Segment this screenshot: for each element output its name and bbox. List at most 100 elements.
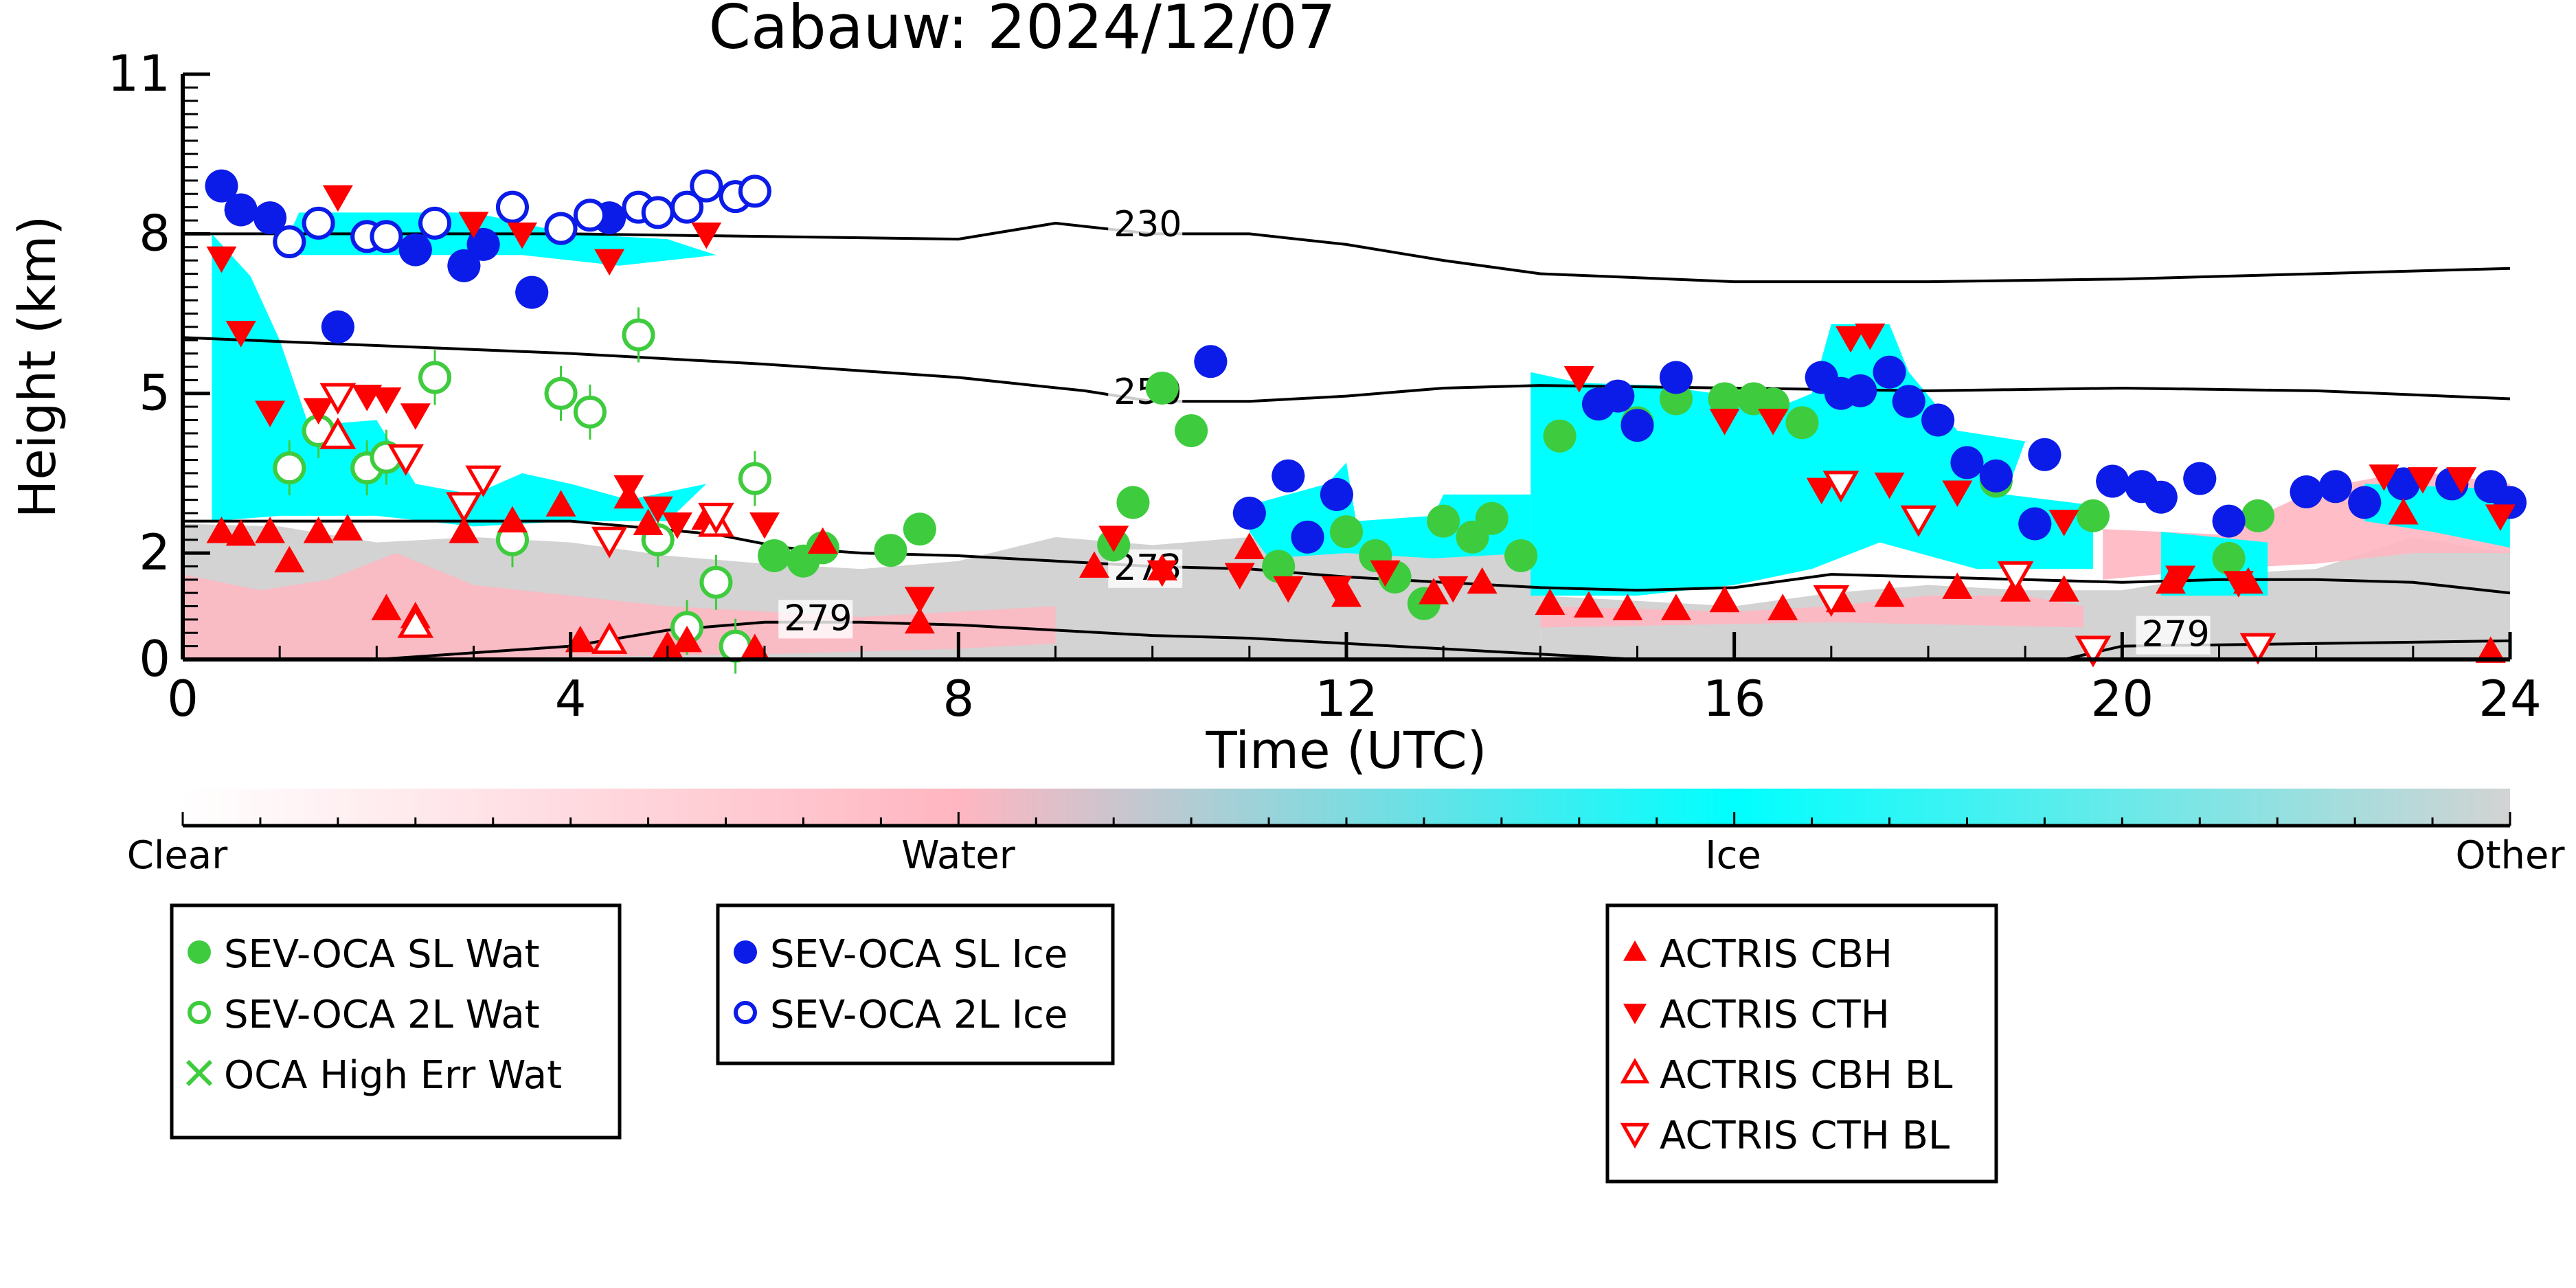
marker-actris-cth-bl: [2239, 633, 2276, 665]
marker-actris-cbh: [739, 633, 770, 661]
contour-label-bg: [778, 600, 853, 639]
marker-sev-oca-2l-wat: [738, 462, 771, 495]
marker-actris-cbh: [1078, 551, 1109, 578]
legend-label: ACTRIS CTH: [1660, 993, 1890, 1037]
marker-actris-cbh: [565, 625, 596, 653]
marker-sev-oca-2l-ice: [573, 199, 607, 232]
legend-marker-sev-oca-2l-wat: [188, 1001, 211, 1024]
marker-sev-oca-sl-wat: [2076, 499, 2110, 532]
marker-actris-cth-bl: [1997, 561, 2034, 594]
marker-actris-cbh: [2388, 498, 2419, 525]
marker-actris-cth: [1835, 326, 1866, 353]
marker-actris-cth: [1855, 324, 1886, 350]
marker-sev-oca-sl-ice: [1272, 459, 1305, 493]
marker-actris-cth: [1438, 576, 1469, 603]
marker-actris-cth: [507, 222, 538, 249]
marker-actris-cth: [1709, 408, 1740, 436]
marker-actris-cth-bl: [1813, 585, 1850, 617]
marker-sev-oca-sl-ice: [1320, 477, 1353, 511]
marker-sev-oca-sl-ice: [1844, 374, 1877, 407]
marker-sev-oca-sl-wat: [874, 534, 907, 567]
marker-actris-cth: [2048, 510, 2079, 536]
marker-actris-cth-bl: [446, 492, 482, 524]
marker-sev-oca-sl-ice: [2212, 504, 2246, 538]
marker-sev-oca-sl-ice: [2096, 464, 2129, 498]
legend-marker-actris-cbh-bl: [1620, 1057, 1650, 1084]
marker-sev-oca-sl-ice: [1873, 355, 1906, 389]
marker-actris-cbh: [1573, 591, 1604, 618]
marker-sev-oca-sl-wat: [1330, 515, 1363, 549]
marker-actris-cth: [255, 400, 286, 427]
legend-box-3: ACTRIS CBH ACTRIS CTH ACTRIS CBH BL ACTRIS …: [1605, 903, 1998, 1184]
marker-sev-oca-sl-ice: [1892, 385, 1925, 418]
legend-frame: [170, 903, 622, 1140]
legend-marker-sev-oca-sl-ice: [734, 940, 757, 964]
marker-sev-oca-sl-wat: [1475, 501, 1509, 535]
marker-actris-cth: [400, 403, 431, 430]
marker-actris-cth: [2369, 464, 2399, 491]
marker-actris-cth: [2485, 504, 2516, 531]
marker-actris-cth: [2407, 467, 2438, 494]
marker-actris-cth: [1273, 576, 1304, 603]
marker-actris-cbh: [371, 594, 402, 620]
contour-230: [183, 221, 2510, 284]
marker-sev-oca-sl-ice: [515, 275, 549, 309]
marker-actris-cth-bl: [465, 465, 501, 497]
y-tick-label: 2: [139, 523, 170, 581]
legend-label: SEV-OCA SL Ice: [770, 932, 1067, 977]
legends: SEV-OCA SL Wat SEV-OCA 2L Wat OCA High Err…: [170, 903, 1998, 1184]
chart-title: Cabauw: 2024/12/07: [709, 0, 1336, 63]
marker-sev-oca-2l-ice: [544, 212, 578, 245]
marker-actris-cbh: [1419, 578, 1449, 605]
marker-sev-oca-2l-ice: [641, 196, 675, 229]
legend-label: OCA High Err Wat: [224, 1053, 562, 1098]
marker-sev-oca-sl-ice: [1921, 403, 1955, 437]
marker-sev-oca-sl-ice: [224, 193, 258, 227]
marker-sev-oca-sl-wat: [1145, 371, 1179, 405]
marker-sev-oca-sl-wat: [2212, 541, 2246, 575]
ice-region-early: [212, 234, 707, 527]
legend-label: SEV-OCA 2L Ice: [770, 993, 1067, 1037]
marker-actris-cbh: [206, 517, 237, 543]
marker-actris-cth: [1874, 472, 1905, 499]
marker-sev-oca-sl-ice: [2318, 470, 2352, 504]
marker-sev-oca-2l-wat: [418, 361, 452, 394]
marker-sev-oca-sl-ice: [1291, 520, 1324, 554]
marker-sev-oca-sl-ice: [205, 169, 238, 203]
y-tick-label: 11: [107, 45, 170, 102]
marker-actris-cth: [322, 185, 353, 212]
marker-actris-cbh-bl: [591, 622, 628, 654]
marker-actris-cbh: [672, 625, 703, 653]
marker-actris-cth: [749, 512, 780, 539]
marker-actris-cth: [2446, 467, 2477, 494]
marker-actris-cth: [2165, 565, 2196, 592]
legend-frame: [1605, 903, 1998, 1184]
temperature-contours: 230250273279279: [183, 204, 2510, 659]
y-axis-label: Height (km): [8, 216, 67, 519]
marker-actris-cth: [1098, 526, 1129, 552]
marker-actris-cth: [1146, 560, 1177, 587]
y-tick-label: 5: [139, 364, 170, 422]
legend-box-2: SEV-OCA SL Ice SEV-OCA 2L Ice: [716, 903, 1115, 1065]
marker-actris-cbh: [274, 545, 305, 573]
contour-label-bg: [1108, 206, 1183, 245]
x-tick-label: 8: [942, 670, 974, 727]
marker-actris-cbh: [255, 517, 286, 543]
contour-label-bg: [2136, 615, 2211, 655]
marker-sev-oca-sl-wat: [1427, 504, 1460, 538]
marker-actris-cbh: [807, 527, 838, 554]
marker-sev-oca-sl-wat: [1262, 550, 1296, 583]
legend-label: ACTRIS CBH BL: [1660, 1053, 1952, 1098]
marker-actris-cbh: [1660, 594, 1691, 620]
marker-sev-oca-2l-ice: [738, 174, 771, 208]
x-tick-label: 20: [2091, 670, 2154, 727]
marker-sev-oca-sl-ice: [398, 233, 432, 267]
marker-actris-cbh-bl: [319, 417, 357, 449]
marker-actris-cbh: [449, 517, 479, 543]
marker-actris-cth: [594, 249, 625, 276]
legend-marker-oca-high-err-wat: [185, 1059, 213, 1087]
colorbar-label-ice: Ice: [1705, 833, 1761, 878]
x-tick-label: 0: [167, 670, 199, 727]
marker-actris-cbh-bl: [397, 606, 434, 638]
x-tick-label: 4: [555, 670, 587, 727]
